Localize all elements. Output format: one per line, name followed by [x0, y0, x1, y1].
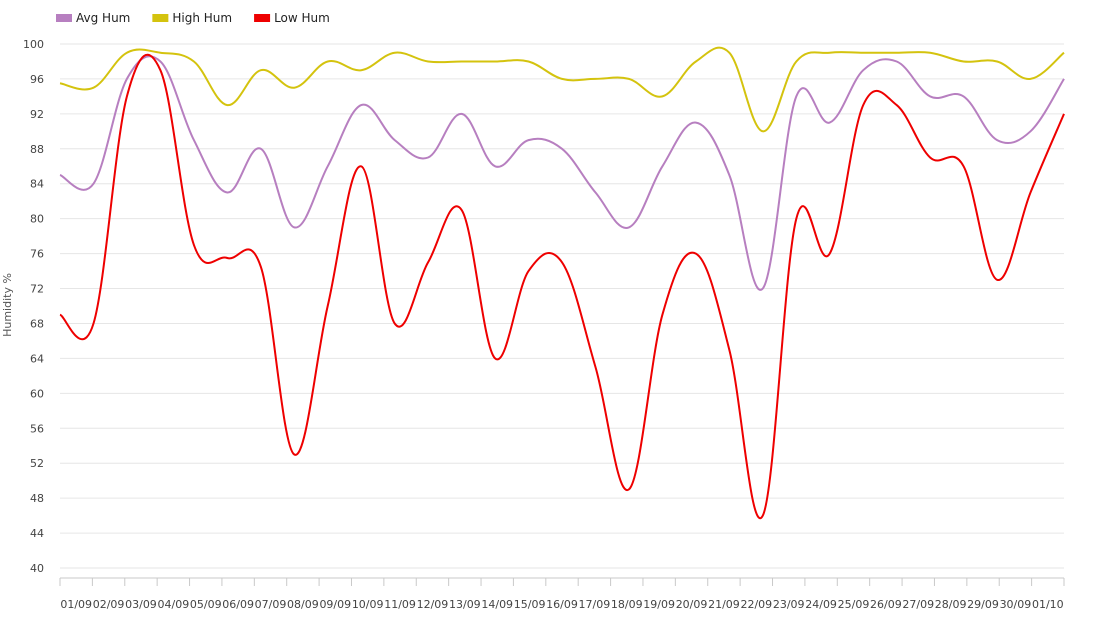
y-tick-label: 80	[30, 213, 44, 226]
legend-label: Avg Hum	[76, 11, 130, 25]
x-tick-label: 09/09	[319, 598, 351, 611]
legend-swatch	[152, 14, 169, 22]
legend-item-low-hum[interactable]: Low Hum	[254, 11, 330, 25]
y-tick-label: 64	[30, 352, 44, 365]
legend-label: High Hum	[172, 11, 232, 25]
y-tick-label: 96	[30, 73, 44, 86]
x-tick-label: 20/09	[676, 598, 708, 611]
y-tick-label: 72	[30, 283, 44, 296]
x-tick-label: 12/09	[417, 598, 449, 611]
y-axis-title: Humidity %	[1, 273, 14, 337]
y-tick-label: 60	[30, 387, 44, 400]
legend-swatch	[56, 14, 72, 22]
y-tick-label: 76	[30, 248, 44, 261]
x-tick-label: 01/10	[1032, 598, 1064, 611]
legend-item-avg-hum[interactable]: Avg Hum	[56, 11, 130, 25]
y-tick-label: 56	[30, 422, 44, 435]
series-line-high-hum	[59, 46, 1065, 133]
y-axis: 100 96 92 88 84 80 76 72 68 64 60 56 52 48 44 40	[23, 38, 44, 575]
x-tick-label: 28/09	[935, 598, 967, 611]
x-tick-label: 05/09	[190, 598, 222, 611]
y-tick-label: 48	[30, 492, 44, 505]
x-tick-label: 15/09	[514, 598, 546, 611]
x-tick-label: 27/09	[902, 598, 934, 611]
y-tick-label: 84	[30, 178, 44, 191]
x-tick-label: 01/09	[60, 598, 92, 611]
y-tick-label: 100	[23, 38, 44, 51]
x-tick-label: 26/09	[870, 598, 902, 611]
x-tick-label: 07/09	[255, 598, 287, 611]
y-tick-label: 92	[30, 108, 44, 121]
x-tick-label: 22/09	[740, 598, 772, 611]
x-tick-label: 10/09	[352, 598, 384, 611]
x-tick-label: 16/09	[546, 598, 578, 611]
legend-label: Low Hum	[274, 11, 330, 25]
x-tick-label: 13/09	[449, 598, 481, 611]
x-tick-label: 29/09	[967, 598, 999, 611]
x-tick-label: 30/09	[1000, 598, 1032, 611]
y-tick-label: 52	[30, 457, 44, 470]
x-tick-label: 04/09	[158, 598, 190, 611]
legend-item-high-hum[interactable]: High Hum	[152, 11, 232, 25]
x-tick-label: 23/09	[773, 598, 805, 611]
x-tick-label: 14/09	[481, 598, 513, 611]
series-line-avg-hum	[59, 55, 1065, 291]
x-tick-label: 06/09	[222, 598, 254, 611]
legend-swatch	[254, 14, 271, 22]
series-lines	[59, 46, 1065, 520]
y-tick-label: 40	[30, 562, 44, 575]
y-tick-label: 44	[30, 527, 44, 540]
x-tick-label: 02/09	[93, 598, 125, 611]
x-tick-label: 03/09	[125, 598, 157, 611]
x-tick-label: 21/09	[708, 598, 740, 611]
x-tick-label: 11/09	[384, 598, 416, 611]
x-tick-label: 18/09	[611, 598, 643, 611]
y-tick-label: 88	[30, 143, 44, 156]
legend[interactable]: Avg Hum High Hum Low Hum	[56, 11, 330, 25]
x-axis: 01/09 02/09 03/09 04/09 05/09 06/09 07/09 08/09…	[59, 577, 1065, 611]
x-tick-label: 08/09	[287, 598, 319, 611]
x-tick-label: 24/09	[805, 598, 837, 611]
y-tick-label: 68	[30, 317, 44, 330]
x-tick-label: 19/09	[643, 598, 675, 611]
gridlines	[60, 43, 1064, 569]
x-tick-label: 25/09	[838, 598, 870, 611]
series-line-low-hum	[59, 53, 1065, 520]
x-tick-label: 17/09	[579, 598, 611, 611]
